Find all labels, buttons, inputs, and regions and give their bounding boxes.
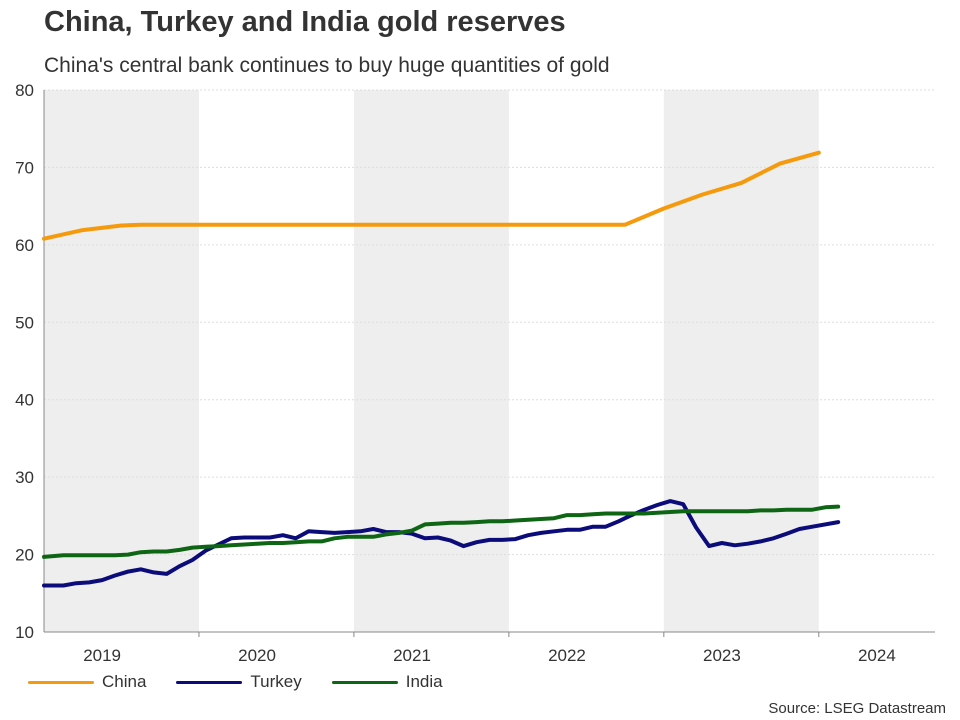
x-tick-label: 2019 <box>83 646 121 665</box>
x-tick-label: 2020 <box>238 646 276 665</box>
y-axis-ticks: 10 20 30 40 50 60 70 80 <box>15 81 34 642</box>
legend-item-turkey: Turkey <box>176 672 302 692</box>
source-note: Source: LSEG Datastream <box>768 700 946 717</box>
x-tick-label: 2022 <box>548 646 586 665</box>
chart-subtitle: China's central bank continues to buy hu… <box>44 54 610 77</box>
series-line-turkey <box>42 499 841 588</box>
x-tick-label: 2023 <box>703 646 741 665</box>
legend-swatch-turkey <box>176 680 243 684</box>
y-tick-label: 60 <box>15 236 34 255</box>
x-axis-ticks: 2019 2020 2021 2022 2023 2024 <box>83 632 896 665</box>
shaded-band <box>353 90 509 632</box>
y-tick-label: 30 <box>15 468 34 487</box>
y-tick-label: 10 <box>15 623 34 642</box>
legend-label-turkey: Turkey <box>250 672 302 691</box>
x-tick-label: 2021 <box>393 646 431 665</box>
y-tick-label: 40 <box>15 391 34 410</box>
legend-item-china: China <box>28 672 146 692</box>
series-lines <box>42 150 841 588</box>
shaded-band <box>44 90 199 632</box>
legend-swatch-china <box>28 680 94 684</box>
y-tick-label: 50 <box>15 313 34 332</box>
legend-label-china: China <box>102 672 147 691</box>
shaded-year-bands <box>44 90 819 632</box>
y-tick-label: 80 <box>15 81 34 100</box>
chart-title: China, Turkey and India gold reserves <box>44 6 566 38</box>
y-tick-label: 20 <box>15 546 34 565</box>
legend: China Turkey India <box>28 672 473 692</box>
series-line-china <box>42 150 821 241</box>
y-tick-label: 70 <box>15 158 34 177</box>
axes <box>43 90 935 633</box>
legend-label-india: India <box>405 672 443 691</box>
legend-swatch-india <box>331 680 398 684</box>
x-tick-label: 2024 <box>858 646 896 665</box>
gridlines <box>44 89 935 556</box>
shaded-band <box>663 90 819 632</box>
legend-item-india: India <box>331 672 443 692</box>
series-line-india <box>42 504 841 559</box>
